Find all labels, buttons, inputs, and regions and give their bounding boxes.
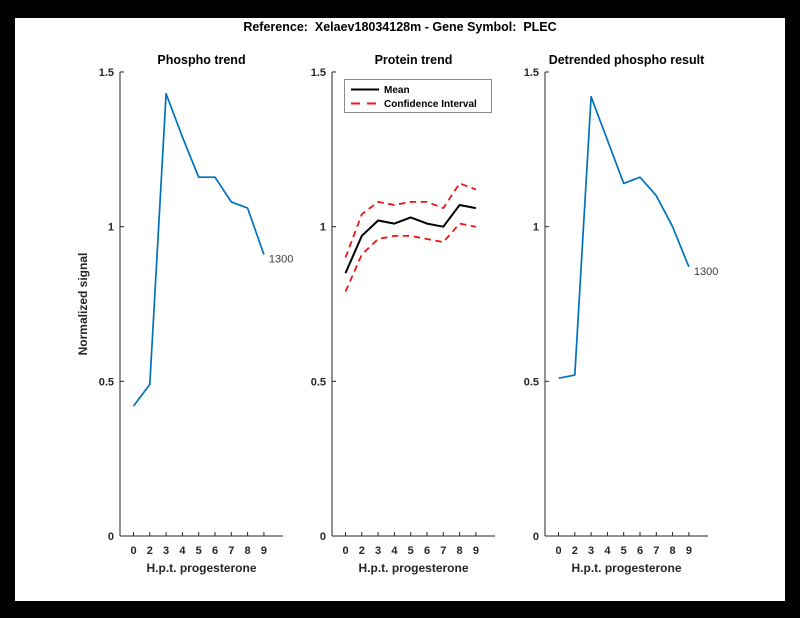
x-tick-label: 6 xyxy=(637,545,643,557)
y-tick-label: 0 xyxy=(320,531,326,543)
x-tick-label: 7 xyxy=(653,545,659,557)
y-tick-label: 0.5 xyxy=(311,376,326,388)
x-axis-label: H.p.t. progesterone xyxy=(146,561,256,575)
x-tick-label: 4 xyxy=(391,545,398,557)
x-tick-label: 5 xyxy=(408,545,414,557)
series-mean xyxy=(344,204,477,274)
y-tick-label: 1 xyxy=(533,222,539,234)
x-tick-label: 4 xyxy=(604,545,611,557)
x-tick-label: 8 xyxy=(245,545,251,557)
x-tick-label: 0 xyxy=(130,545,136,557)
x-tick-label: 9 xyxy=(686,545,692,557)
series-confidence-interval-lower xyxy=(344,222,477,292)
x-tick-label: 2 xyxy=(359,545,365,557)
subplot-title: Detrended phospho result xyxy=(549,53,705,67)
x-tick-label: 6 xyxy=(212,545,218,557)
legend-label: Confidence Interval xyxy=(384,99,477,110)
x-tick-label: 5 xyxy=(621,545,627,557)
figure-canvas xyxy=(15,18,785,601)
y-tick-label: 1.5 xyxy=(311,67,326,79)
y-tick-label: 0 xyxy=(108,531,114,543)
y-tick-label: 1 xyxy=(320,222,326,234)
figure-title: Reference: Xelaev18034128m - Gene Symbol… xyxy=(243,20,557,34)
x-tick-label: 8 xyxy=(457,545,463,557)
x-tick-label: 2 xyxy=(147,545,153,557)
x-axis-label: H.p.t. progesterone xyxy=(358,561,468,575)
x-tick-label: 0 xyxy=(555,545,561,557)
x-axis-label: H.p.t. progesterone xyxy=(571,561,681,575)
y-tick-label: 1.5 xyxy=(524,67,539,79)
legend-label: Mean xyxy=(384,85,410,96)
x-tick-label: 9 xyxy=(473,545,479,557)
y-tick-label: 1 xyxy=(108,222,114,234)
y-tick-label: 0 xyxy=(533,531,539,543)
x-tick-label: 6 xyxy=(424,545,430,557)
x-tick-label: 9 xyxy=(261,545,267,557)
x-tick-label: 3 xyxy=(375,545,381,557)
subplot-title: Phospho trend xyxy=(157,53,245,67)
x-tick-label: 8 xyxy=(670,545,676,557)
endpoint-label: 1300 xyxy=(269,254,293,266)
series-confidence-interval-upper xyxy=(344,182,477,258)
x-tick-label: 7 xyxy=(228,545,234,557)
y-tick-label: 0.5 xyxy=(524,376,539,388)
subplot-title: Protein trend xyxy=(375,53,453,67)
series-detrended-phospho-signal xyxy=(558,95,690,380)
y-axis-label: Normalized signal xyxy=(76,253,90,356)
x-tick-label: 3 xyxy=(588,545,594,557)
x-tick-label: 3 xyxy=(163,545,169,557)
endpoint-label: 1300 xyxy=(694,266,718,278)
series-phospho-signal xyxy=(132,92,265,407)
y-tick-label: 1.5 xyxy=(99,67,114,79)
x-tick-label: 5 xyxy=(196,545,202,557)
x-tick-label: 4 xyxy=(179,545,186,557)
x-tick-label: 7 xyxy=(440,545,446,557)
legend-box xyxy=(344,79,492,113)
y-tick-label: 0.5 xyxy=(99,376,114,388)
x-tick-label: 0 xyxy=(342,545,348,557)
x-tick-label: 2 xyxy=(572,545,578,557)
